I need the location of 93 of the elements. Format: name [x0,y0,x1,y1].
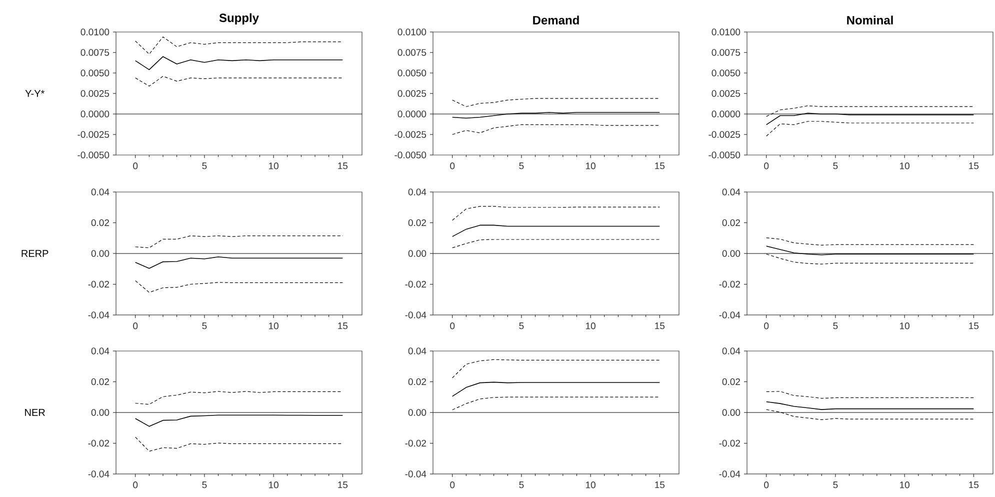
y-tick-label: 0.0100 [398,28,426,36]
y-tick-label: -0.0025 [78,131,110,138]
x-tick-label: 15 [338,162,348,170]
y-tick-label: 0.00 [722,250,740,257]
y-tick-label: -0.04 [405,470,426,478]
x-tick-label: 10 [900,482,910,488]
x-tick-label: 10 [900,322,910,330]
x-tick-label: 10 [269,322,278,330]
x-tick-label: 15 [969,322,979,330]
x-tick-label: 5 [833,482,838,488]
x-tick-label: 10 [269,162,278,170]
y-tick-label: 0.0050 [712,70,740,76]
y-tick-label: -0.0050 [394,152,426,158]
y-tick-label: 0.0075 [712,49,740,56]
y-tick-label: -0.04 [88,470,110,478]
y-axis-title: NER [25,409,45,416]
x-tick-label: 5 [833,322,838,330]
y-tick-label: -0.02 [405,280,426,288]
y-tick-label: -0.0050 [78,152,110,158]
y-tick-label: 0.0025 [398,90,426,97]
x-tick-label: 0 [450,162,455,170]
y-tick-label: 0.02 [722,219,740,226]
x-tick-label: 15 [655,322,665,330]
y-tick-label: 0.02 [91,219,110,226]
x-tick-label: 5 [202,482,207,488]
y-tick-label: -0.0025 [708,131,740,138]
y-tick-label: -0.02 [405,440,426,447]
y-tick-label: 0.0050 [398,70,426,76]
chart-title: Demand [533,16,579,24]
x-tick-label: 15 [969,482,979,488]
x-tick-label: 10 [586,322,596,330]
y-tick-label: 0.02 [91,378,110,386]
y-tick-label: 0.0050 [80,70,110,76]
y-tick-label: -0.02 [88,440,110,447]
x-tick-label: 0 [133,322,138,330]
y-tick-label: 0.0100 [712,28,740,36]
y-axis-title: Y-Y* [25,90,45,97]
x-tick-label: 0 [764,482,769,488]
y-tick-label: 0.04 [408,348,426,354]
x-tick-label: 5 [519,482,524,488]
y-tick-label: 0.0075 [80,49,110,56]
x-tick-label: 0 [764,162,769,170]
x-tick-label: 0 [450,322,455,330]
chart-title: Supply [219,13,259,24]
y-tick-label: 0.04 [408,188,426,196]
x-tick-label: 15 [655,162,665,170]
y-tick-label: -0.0025 [394,131,426,138]
y-tick-label: 0.02 [722,378,740,386]
y-tick-label: -0.04 [88,312,110,318]
x-tick-label: 5 [833,162,838,170]
y-tick-label: -0.04 [719,312,740,318]
x-tick-label: 10 [586,482,596,488]
x-tick-label: 5 [519,162,524,170]
x-tick-label: 5 [202,162,207,170]
x-tick-label: 0 [764,322,769,330]
y-tick-label: 0.0000 [712,110,740,118]
y-tick-label: 0.04 [722,348,740,354]
x-tick-label: 0 [450,482,455,488]
x-tick-label: 15 [338,322,348,330]
y-tick-label: 0.00 [408,409,426,416]
y-tick-label: -0.0050 [708,152,740,158]
y-tick-label: -0.04 [405,312,426,318]
x-tick-label: 5 [202,322,207,330]
y-tick-label: 0.00 [91,409,110,416]
y-tick-label: 0.04 [91,348,110,354]
y-tick-label: 0.00 [91,250,110,257]
y-axis-title: RERP [22,250,48,257]
y-tick-label: -0.02 [88,280,110,288]
x-tick-label: 0 [133,482,138,488]
x-tick-label: 15 [969,162,979,170]
y-tick-label: 0.04 [91,188,110,196]
y-tick-label: 0.0075 [398,49,426,56]
y-tick-label: -0.04 [719,470,740,478]
x-tick-label: 0 [133,162,138,170]
x-tick-label: 10 [900,162,910,170]
y-tick-label: 0.02 [408,219,426,226]
x-tick-label: 5 [519,322,524,330]
y-tick-label: 0.0025 [80,90,110,97]
y-tick-label: 0.0000 [80,110,110,118]
y-tick-label: 0.00 [722,409,740,416]
y-tick-label: 0.04 [722,188,740,196]
x-tick-label: 10 [586,162,596,170]
y-tick-label: -0.02 [719,280,740,288]
y-tick-label: 0.0100 [80,28,110,36]
y-tick-label: 0.0000 [398,110,426,118]
y-tick-label: 0.0025 [712,90,740,97]
y-tick-label: 0.00 [408,250,426,257]
x-tick-label: 15 [655,482,665,488]
y-tick-label: 0.02 [408,378,426,386]
y-tick-label: -0.02 [719,440,740,447]
x-tick-label: 10 [269,482,278,488]
chart-title: Nominal [847,16,893,24]
x-tick-label: 15 [338,482,348,488]
